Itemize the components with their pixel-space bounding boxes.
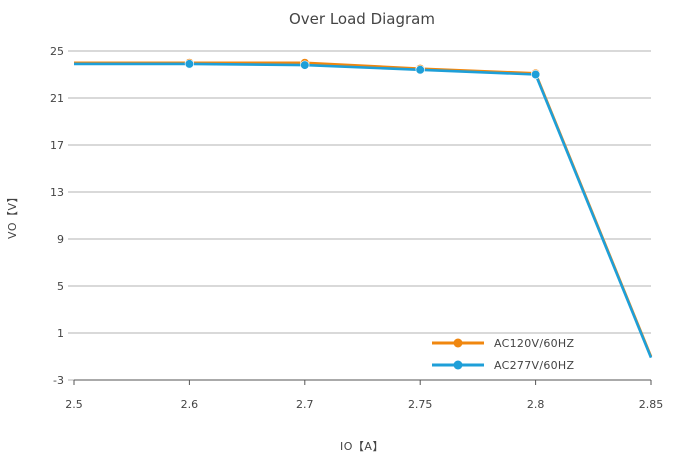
data-point: [300, 60, 310, 70]
legend-marker: [453, 360, 463, 370]
x-tick-label: 2.7: [296, 398, 314, 411]
x-tick-label: 2.75: [408, 398, 433, 411]
legend-marker: [453, 338, 463, 348]
x-axis-ticks: 2.5 2.6 2.7 2.75 2.8 2.85: [65, 380, 663, 411]
y-tick-label: 21: [50, 92, 64, 105]
series-line-0: [74, 61, 653, 357]
data-point: [184, 59, 194, 69]
chart-title: Over Load Diagram: [289, 10, 435, 28]
y-tick-label: 25: [50, 45, 64, 58]
series-layer: [74, 58, 653, 359]
x-tick-label: 2.6: [181, 398, 199, 411]
x-tick-label: 2.85: [639, 398, 664, 411]
legend: AC120V/60HZ AC277V/60HZ: [432, 337, 575, 372]
y-tick-label: 9: [57, 233, 64, 246]
y-axis-ticks: 25 21 17 13 9 5 1 -3: [50, 45, 64, 387]
data-point: [530, 69, 541, 80]
y-tick-label: 1: [57, 327, 64, 340]
x-tick-label: 2.5: [65, 398, 83, 411]
y-tick-label: 5: [57, 280, 64, 293]
y-tick-label: -3: [53, 374, 64, 387]
y-axis-label: VO【V】: [6, 191, 19, 239]
grid-lines: [68, 50, 651, 381]
y-tick-label: 13: [50, 186, 64, 199]
legend-label: AC120V/60HZ: [494, 337, 575, 350]
legend-label: AC277V/60HZ: [494, 359, 575, 372]
y-tick-label: 17: [50, 139, 64, 152]
x-tick-label: 2.8: [527, 398, 545, 411]
x-axis-label: IO【A】: [340, 440, 384, 453]
data-point: [415, 65, 425, 75]
series-line-1: [74, 62, 653, 359]
